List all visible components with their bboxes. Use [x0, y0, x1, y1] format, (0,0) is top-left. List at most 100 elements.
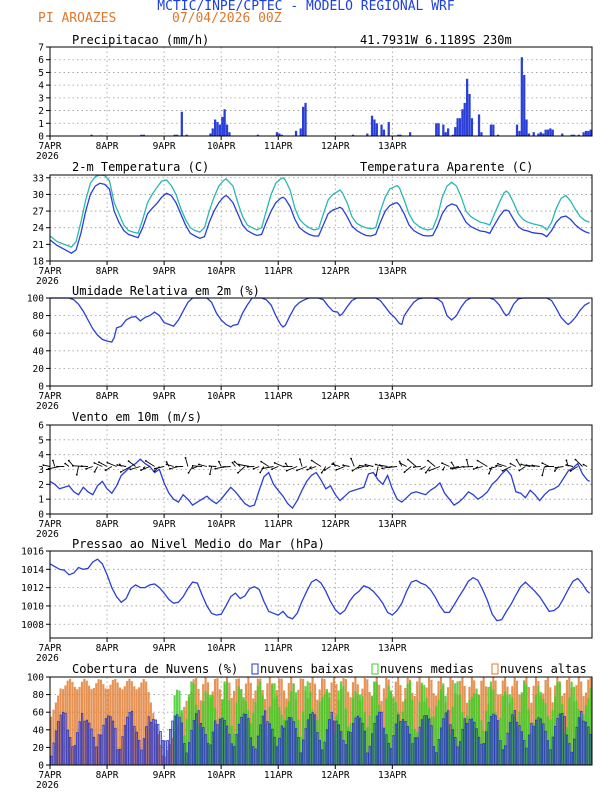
mid-cloud-bar — [470, 696, 473, 765]
wind-arrow-head — [52, 459, 54, 462]
precip-bar — [477, 114, 481, 136]
precip-bar — [525, 119, 528, 136]
wind-arrow — [192, 465, 203, 467]
precip-bar — [454, 127, 457, 136]
wind-arrow — [343, 464, 350, 467]
mid-cloud-bar — [249, 723, 252, 765]
precip-bar — [225, 124, 229, 136]
mid-cloud-bar — [275, 695, 278, 765]
mid-cloud-bar — [354, 691, 357, 765]
wind-arrow-head — [71, 464, 74, 467]
x-tick-label: 13APR — [378, 141, 407, 152]
mid-cloud-bar — [361, 696, 364, 765]
mid-cloud-bar — [244, 701, 248, 765]
precip-bar — [211, 128, 214, 136]
wind-arrow-head — [47, 467, 50, 470]
wind-speed-line — [49, 458, 590, 510]
mid-cloud-bar — [240, 689, 243, 765]
mid-cloud-bar — [285, 707, 288, 765]
mid-cloud-bar — [420, 682, 423, 765]
high-cloud-bar — [154, 723, 157, 765]
mid-cloud-bar — [530, 732, 533, 765]
mid-cloud-bar — [499, 717, 502, 765]
wind-arrow-head — [357, 467, 360, 469]
mid-cloud-bar — [311, 709, 314, 765]
y-tick-label: 80 — [33, 690, 45, 701]
mid-cloud-bar — [394, 702, 397, 765]
mid-cloud-bar — [527, 709, 530, 765]
mid-cloud-bar — [442, 683, 445, 765]
wind-arrow — [120, 466, 132, 473]
wind-arrow-head — [489, 467, 491, 470]
mid-cloud-bar — [290, 691, 293, 765]
precip-bar — [461, 109, 464, 136]
legend-label: nuvens baixas — [260, 662, 354, 676]
wind-arrow-head — [93, 471, 96, 473]
wind-arrow-head — [476, 459, 479, 462]
high-cloud-bar — [133, 686, 136, 765]
y-tick-label: 40 — [33, 346, 45, 357]
high-cloud-bar — [449, 677, 452, 765]
clouds-panel — [46, 676, 592, 769]
precip-bar — [387, 122, 390, 136]
mid-cloud-bar — [223, 681, 226, 765]
y-tick-label: 1010 — [21, 601, 44, 612]
x-tick-label: 7APR — [39, 519, 62, 530]
y-tick-label: 21 — [33, 240, 45, 251]
precip-bar — [399, 134, 402, 136]
mid-cloud-bar — [190, 681, 193, 765]
precip-bar — [480, 132, 483, 136]
high-cloud-bar — [233, 690, 236, 765]
y-tick-label: 20 — [33, 364, 45, 375]
mid-cloud-bar — [447, 725, 450, 765]
mid-cloud-bar — [556, 682, 559, 765]
wind-arrow — [358, 466, 364, 469]
y-tick-label: 24 — [33, 223, 45, 234]
wind-arrow — [262, 466, 274, 469]
wind-arrow-head — [165, 461, 168, 463]
precip-bar — [527, 133, 531, 136]
precip-bar — [218, 124, 222, 136]
high-cloud-bar — [73, 686, 76, 765]
wind-arrow-head — [451, 467, 454, 470]
year-label: 2026 — [36, 780, 59, 791]
humidity-line — [50, 297, 590, 343]
wind-arrow — [260, 461, 269, 467]
high-cloud-bar — [90, 689, 93, 765]
high-cloud-bar — [92, 688, 95, 765]
high-cloud-bar — [88, 685, 91, 765]
wind-arrow-head — [306, 468, 309, 471]
wind-arrow-head — [407, 458, 409, 461]
mid-cloud-bar — [565, 727, 569, 765]
wind-arrow-head — [118, 463, 121, 466]
high-cloud-bar — [61, 689, 65, 765]
mid-cloud-bar — [378, 704, 381, 765]
high-cloud-bar — [140, 682, 143, 765]
wind-arrow-head — [310, 459, 313, 462]
wind-arrow — [429, 466, 441, 472]
mid-cloud-bar — [180, 710, 183, 765]
precip-bar — [456, 118, 459, 136]
mid-cloud-bar — [461, 711, 464, 765]
mid-cloud-bar — [266, 736, 269, 765]
y-tick-label: 60 — [33, 708, 45, 719]
mid-cloud-bar — [187, 694, 191, 765]
high-cloud-bar — [563, 693, 566, 765]
panel-title: 2-m Temperatura (C) — [72, 160, 209, 174]
mid-cloud-bar — [225, 681, 229, 765]
wind-arrow — [516, 459, 522, 467]
mid-cloud-bar — [280, 714, 283, 765]
high-cloud-bar — [157, 734, 160, 765]
pressure-line — [49, 558, 590, 622]
y-tick-label: 1012 — [21, 583, 44, 594]
mid-cloud-bar — [330, 715, 333, 765]
wind-arrow — [497, 463, 507, 467]
wind-arrow-head — [420, 468, 423, 470]
panel-frame — [49, 676, 593, 766]
wind-arrow — [519, 466, 526, 471]
mid-cloud-bar — [259, 681, 262, 765]
mid-cloud-bar — [437, 699, 440, 765]
wind-arrow — [154, 466, 165, 470]
pressure-panel — [46, 550, 592, 642]
mid-cloud-bar — [532, 722, 535, 765]
